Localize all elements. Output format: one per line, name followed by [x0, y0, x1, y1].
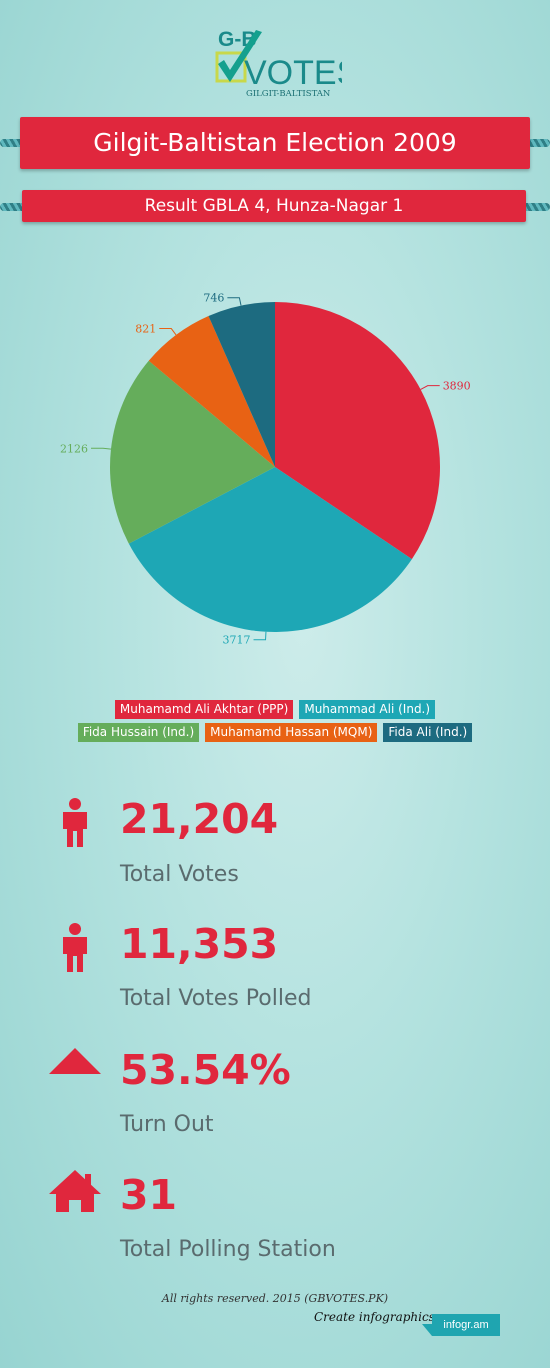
copyright-text: All rights reserved. 2015 (GBVOTES.PK)	[161, 1292, 389, 1305]
total-votes-value: 21,204	[120, 795, 279, 843]
page-title: Gilgit-Baltistan Election 2009	[20, 117, 530, 169]
pie-chart: 3890 3717 2126 821 746	[60, 292, 471, 647]
pie-leader-line	[420, 385, 440, 390]
rope-right-subtitle	[508, 203, 550, 211]
legend-row: Fida Hussain (Ind.) Muhamamd Hassan (MQM)…	[0, 723, 550, 742]
pie-leader-line	[159, 328, 177, 336]
legend-item: Fida Ali (Ind.)	[383, 723, 473, 742]
house-icon	[49, 1170, 101, 1212]
pie-leader-line	[227, 297, 242, 306]
infogram-badge-tail	[422, 1324, 432, 1336]
pie-slice	[110, 360, 276, 544]
legend-item: Muhamamd Hassan (MQM)	[205, 723, 378, 742]
logo-box	[215, 51, 247, 83]
create-infographics-link[interactable]: Create infographics	[314, 1310, 435, 1324]
polling-stations-label: Total Polling Station	[120, 1237, 336, 1262]
pie-slice	[148, 315, 275, 467]
legend-item: Muhamamd Ali Akhtar (PPP)	[114, 700, 294, 719]
total-votes-label: Total Votes	[120, 862, 239, 887]
gb-votes-logo: G-B VOTES GILGIT-BALTISTAN	[215, 28, 342, 99]
turnout-value: 53.54%	[120, 1046, 291, 1094]
pie-leader-line	[91, 447, 112, 450]
person-icon	[63, 923, 87, 972]
person-icon	[63, 798, 87, 847]
pie-slice	[208, 302, 275, 467]
triangle-up-icon	[49, 1048, 101, 1074]
pie-slice	[275, 302, 440, 560]
logo-main-text: VOTES	[244, 54, 342, 92]
polling-stations-value: 31	[120, 1171, 178, 1219]
pie-slice	[128, 467, 412, 632]
pie-data-label: 746	[203, 292, 224, 305]
page-subtitle: Result GBLA 4, Hunza-Nagar 1	[22, 190, 526, 222]
legend-item: Muhammad Ali (Ind.)	[299, 700, 436, 719]
legend-row: Muhamamd Ali Akhtar (PPP) Muhammad Ali (I…	[0, 700, 550, 719]
pie-data-label: 821	[135, 323, 156, 336]
chart-legend: Muhamamd Ali Akhtar (PPP) Muhammad Ali (I…	[0, 700, 550, 746]
pie-data-label: 2126	[60, 442, 88, 455]
logo-sub-text: GILGIT-BALTISTAN	[246, 89, 331, 99]
total-votes-polled-label: Total Votes Polled	[120, 986, 312, 1011]
rope-right-title	[510, 139, 550, 147]
logo-check-icon	[218, 30, 262, 82]
total-votes-polled-value: 11,353	[120, 920, 279, 968]
legend-item: Fida Hussain (Ind.)	[77, 723, 200, 742]
pie-data-label: 3890	[443, 380, 471, 393]
infogram-badge[interactable]: infogr.am	[432, 1314, 500, 1336]
turnout-label: Turn Out	[120, 1112, 214, 1137]
pie-data-label: 3717	[223, 634, 251, 647]
rope-left-subtitle	[0, 203, 42, 211]
pie-leader-line	[253, 631, 267, 641]
